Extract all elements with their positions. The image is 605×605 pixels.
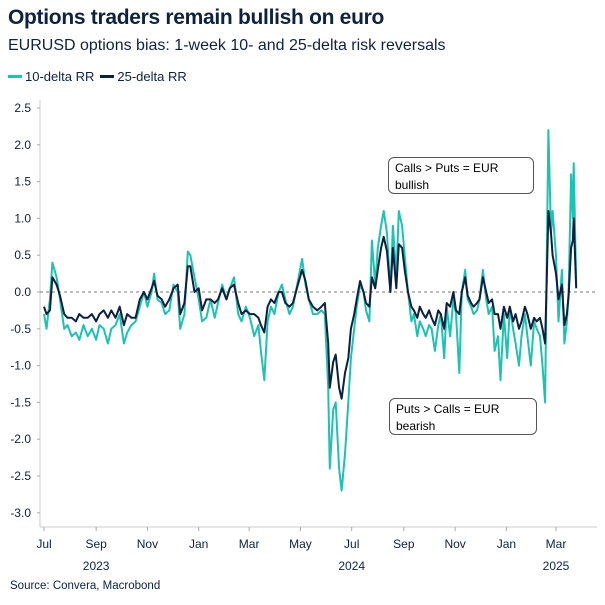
x-tick-label: Mar (239, 537, 260, 551)
y-tick-label: 2.0 (14, 138, 31, 152)
x-tick-label: May (289, 537, 312, 551)
legend-swatch-10-delta (8, 75, 22, 78)
y-tick-label: -1.5 (10, 395, 31, 409)
x-tick-label: Nov (137, 537, 158, 551)
legend: 10-delta RR 25-delta RR (8, 69, 187, 84)
legend-swatch-25-delta (100, 75, 115, 78)
y-tick-label: 0.0 (14, 285, 31, 299)
x-tick-label: Jul (36, 537, 51, 551)
legend-item-10-delta: 10-delta RR (8, 69, 94, 84)
x-year-label: 2023 (83, 559, 110, 573)
x-tick-label: Jan (189, 537, 208, 551)
series-line-25-delta-rr (43, 210, 578, 400)
series-line-10-delta-rr (43, 129, 578, 492)
source-note: Source: Convera, Macrobond (10, 580, 161, 592)
legend-label-25-delta: 25-delta RR (117, 69, 187, 84)
annotation-bearish: Puts > Calls = EUR bearish (389, 398, 537, 435)
x-tick-label: Jan (497, 537, 516, 551)
x-year-label: 2025 (543, 559, 570, 573)
x-tick-label: Sep (393, 537, 415, 551)
y-tick-label: -0.5 (10, 322, 31, 336)
y-tick-label: -2.5 (10, 469, 31, 483)
x-tick-label: Nov (444, 537, 465, 551)
y-tick-label: -1.0 (10, 359, 31, 373)
y-tick-label: -2.0 (10, 432, 31, 446)
y-tick-label: 1.5 (14, 175, 31, 189)
x-year-label: 2024 (338, 559, 365, 573)
x-tick-label: Sep (85, 537, 107, 551)
y-tick-label: -3.0 (10, 506, 31, 520)
annotation-bullish: Calls > Puts = EUR bullish (388, 157, 534, 194)
y-tick-label: 2.5 (14, 101, 31, 115)
y-tick-label: 1.0 (14, 211, 31, 225)
x-tick-label: Mar (546, 537, 567, 551)
legend-item-25-delta: 25-delta RR (100, 69, 187, 84)
chart-subtitle: EURUSD options bias: 1-week 10- and 25-d… (8, 37, 446, 54)
x-tick-label: Jul (344, 537, 359, 551)
legend-label-10-delta: 10-delta RR (25, 69, 95, 84)
y-tick-label: 0.5 (14, 248, 31, 262)
chart-title: Options traders remain bullish on euro (8, 6, 384, 29)
